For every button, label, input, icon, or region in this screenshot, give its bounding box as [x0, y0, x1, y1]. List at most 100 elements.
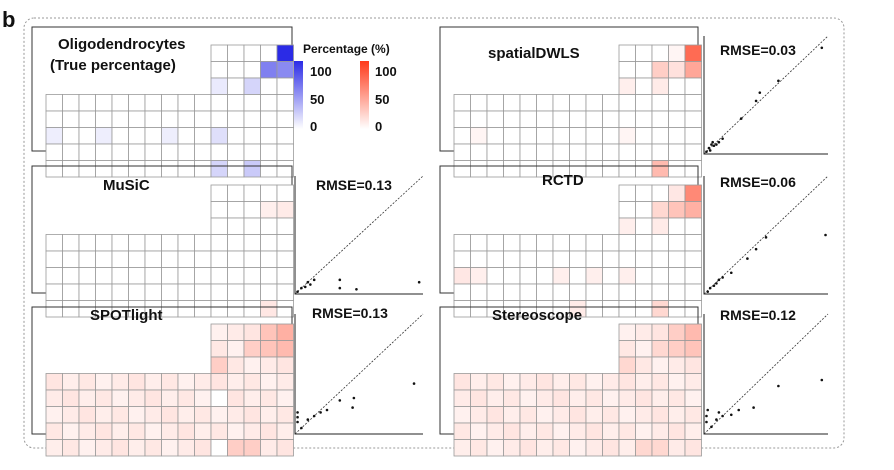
- heatmap-cell: [45, 406, 63, 424]
- heatmap-cell: [243, 94, 261, 112]
- heatmap-cell: [668, 389, 686, 407]
- heatmap-cell: [111, 160, 129, 178]
- heatmap-cell: [569, 283, 587, 301]
- heatmap-cell: [651, 422, 669, 440]
- heatmap-cell: [128, 267, 146, 285]
- heatmap-cell: [243, 373, 261, 391]
- heatmap-cell: [684, 184, 702, 202]
- heatmap-cell: [95, 94, 113, 112]
- heatmap-cell: [95, 127, 113, 145]
- heatmap-cell: [536, 389, 554, 407]
- heatmap-cell: [111, 250, 129, 268]
- heatmap-cell: [618, 44, 636, 62]
- panel-title: Oligodendrocytes: [58, 36, 186, 53]
- heatmap-cell: [194, 160, 212, 178]
- heatmap-grid: [453, 323, 702, 457]
- heatmap-cell: [618, 127, 636, 145]
- heatmap-cell: [503, 389, 521, 407]
- heatmap-cell: [260, 94, 278, 112]
- heatmap-cell: [668, 406, 686, 424]
- rmse-label: RMSE=0.13: [316, 177, 392, 193]
- heatmap-cell: [486, 94, 504, 112]
- heatmap-cell: [618, 184, 636, 202]
- heatmap-cell: [552, 110, 570, 128]
- heatmap-cell: [602, 234, 620, 252]
- heatmap-cell: [62, 143, 80, 161]
- heatmap-cell: [684, 217, 702, 235]
- heatmap-cell: [111, 234, 129, 252]
- heatmap-cell: [618, 201, 636, 219]
- heatmap-cell: [128, 110, 146, 128]
- heatmap-cell: [684, 160, 702, 178]
- heatmap-cell: [45, 143, 63, 161]
- heatmap-cell: [227, 94, 245, 112]
- heatmap-cell: [453, 250, 471, 268]
- scatter-panel-stereoscope: RMSE=0.12: [703, 307, 829, 435]
- heatmap-cell: [519, 143, 537, 161]
- heatmap-cell: [62, 160, 80, 178]
- heatmap-cell: [111, 267, 129, 285]
- heatmap-cell: [552, 422, 570, 440]
- heatmap-cell: [552, 250, 570, 268]
- heatmap-cell: [210, 201, 228, 219]
- scatter-point: [721, 276, 724, 279]
- heatmap-cell: [177, 422, 195, 440]
- heatmap-cell: [470, 127, 488, 145]
- heatmap-cell: [243, 340, 261, 358]
- heatmap-cell: [503, 143, 521, 161]
- heatmap-cell: [536, 267, 554, 285]
- heatmap-cell: [128, 373, 146, 391]
- heatmap-cell: [45, 94, 63, 112]
- heatmap-cell: [45, 234, 63, 252]
- heatmap-cell: [276, 373, 294, 391]
- scatter-point: [303, 285, 307, 289]
- scatter-point: [296, 415, 299, 419]
- heatmap-cell: [144, 234, 162, 252]
- heatmap-cell: [243, 160, 261, 178]
- heatmap-cell: [177, 389, 195, 407]
- heatmap-cell: [585, 234, 603, 252]
- heatmap-cell: [260, 143, 278, 161]
- heatmap-cell: [618, 110, 636, 128]
- heatmap-cell: [276, 201, 294, 219]
- heatmap-cell: [618, 94, 636, 112]
- heatmap-cell: [177, 234, 195, 252]
- scatter-point: [412, 382, 416, 385]
- rmse-label: RMSE=0.06: [720, 174, 796, 190]
- heatmap-cell: [177, 160, 195, 178]
- heatmap-cell: [62, 406, 80, 424]
- heatmap-cell: [651, 77, 669, 95]
- heatmap-cell: [227, 77, 245, 95]
- heatmap-cell: [78, 439, 96, 457]
- identity-line: [703, 175, 829, 295]
- heatmap-cell: [227, 356, 245, 374]
- heatmap-cell: [128, 389, 146, 407]
- heatmap-cell: [111, 143, 129, 161]
- heatmap-cell: [486, 422, 504, 440]
- estimate-colorbar: [360, 61, 369, 129]
- heatmap-cell: [144, 110, 162, 128]
- heatmap-cell: [618, 234, 636, 252]
- heatmap-cell: [552, 439, 570, 457]
- heatmap-cell: [45, 267, 63, 285]
- heatmap-cell: [668, 143, 686, 161]
- heatmap-cell: [651, 340, 669, 358]
- heatmap-cell: [144, 143, 162, 161]
- heatmap-cell: [227, 406, 245, 424]
- heatmap-cell: [227, 250, 245, 268]
- heatmap-cell: [651, 94, 669, 112]
- scatter-point: [296, 290, 299, 293]
- heatmap-cell: [585, 250, 603, 268]
- scatter-point: [705, 150, 708, 153]
- heatmap-cell: [243, 201, 261, 219]
- heatmap-cell: [684, 110, 702, 128]
- heatmap-panel-true: Oligodendrocytes (True percentage): [31, 26, 294, 178]
- heatmap-cell: [453, 143, 471, 161]
- scatter-point: [824, 233, 827, 237]
- heatmap-cell: [111, 389, 129, 407]
- heatmap-cell: [618, 340, 636, 358]
- heatmap-cell: [210, 389, 228, 407]
- heatmap-cell: [486, 267, 504, 285]
- heatmap-cell: [618, 217, 636, 235]
- heatmap-cell: [243, 323, 261, 341]
